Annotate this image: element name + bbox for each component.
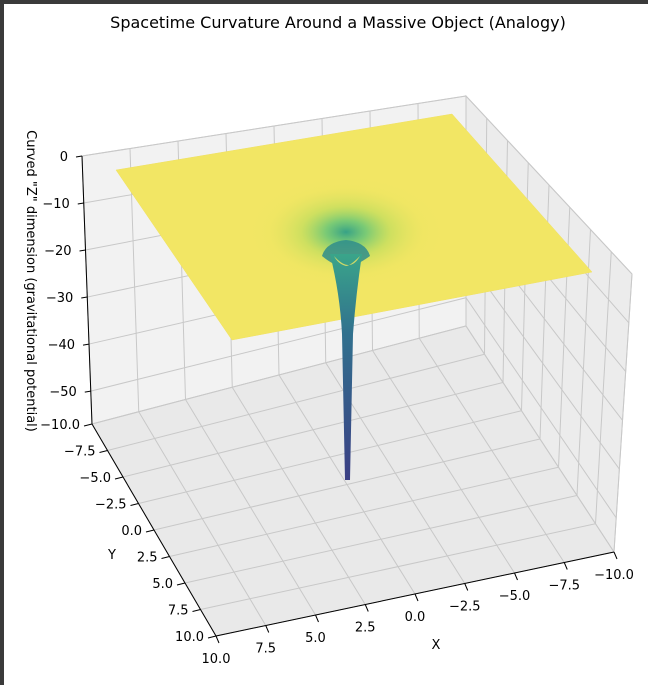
- z-axis-line: [81, 155, 93, 425]
- y-tick-mark: [114, 476, 124, 480]
- y-tick-label: 2.5: [137, 551, 158, 566]
- y-tick-label: −10.0: [40, 418, 80, 433]
- ticks: 0 −10 −20 −30 −40 −50 −10.0 −7.5 −5.0 −2.5 0.0 2.5 5…: [40, 150, 634, 667]
- z-axis-label: Curved "Z" dimension (gravitational pote…: [23, 130, 38, 432]
- z-tick-mark: [81, 296, 88, 299]
- z-tick-label: −20: [44, 244, 71, 259]
- surface-well: [330, 254, 362, 480]
- y-tick-label: 0.0: [121, 524, 142, 539]
- y-tick-label: −5.0: [79, 471, 111, 486]
- y-tick-label: 5.0: [152, 577, 173, 592]
- z-tick-label: −40: [48, 338, 75, 353]
- y-tick-mark: [161, 556, 170, 559]
- z-tick-mark: [75, 155, 83, 158]
- y-tick-mark: [145, 529, 155, 533]
- surface: [115, 113, 593, 480]
- x-axis-label: X: [432, 638, 441, 653]
- x-tick-mark: [563, 562, 568, 570]
- x-tick-mark: [414, 593, 419, 602]
- x-tick-label: −2.5: [449, 600, 481, 615]
- z-tick-mark: [82, 343, 90, 346]
- z-tick-label: 0: [60, 150, 68, 165]
- figure: 0 −10 −20 −30 −40 −50 −10.0 −7.5 −5.0 −2.5 0.0 2.5 5…: [4, 4, 648, 685]
- z-tick-mark: [77, 202, 84, 205]
- x-tick-mark: [364, 604, 369, 612]
- y-tick-mark: [192, 609, 201, 612]
- x-tick-label: 10.0: [202, 652, 231, 667]
- y-tick-mark: [83, 423, 93, 427]
- x-tick-label: 2.5: [355, 621, 376, 636]
- x-tick-label: 7.5: [255, 642, 276, 657]
- y-tick-label: 7.5: [168, 604, 189, 619]
- x-tick-mark: [215, 635, 220, 644]
- x-tick-label: −5.0: [499, 589, 531, 604]
- x-tick-label: 5.0: [305, 631, 326, 646]
- z-tick-label: −10: [42, 197, 69, 212]
- surface-curvature-glow: [234, 168, 458, 296]
- chart-title: Spacetime Curvature Around a Massive Obj…: [110, 13, 566, 32]
- x-tick-label: 0.0: [405, 610, 426, 625]
- y-tick-label: 10.0: [175, 630, 204, 645]
- y-tick-mark: [99, 450, 108, 453]
- surface-plot: 0 −10 −20 −30 −40 −50 −10.0 −7.5 −5.0 −2.5 0.0 2.5 5…: [23, 13, 634, 667]
- y-tick-mark: [176, 582, 186, 586]
- y-axis-label: Y: [107, 548, 116, 563]
- z-tick-mark: [84, 390, 91, 393]
- x-tick-mark: [315, 614, 319, 623]
- x-tick-mark: [514, 572, 518, 581]
- x-tick-label: −7.5: [548, 579, 580, 594]
- x-tick-mark: [613, 551, 618, 560]
- x-tick-mark: [464, 583, 469, 591]
- y-tick-label: −2.5: [95, 498, 127, 513]
- surface-well-front: [334, 256, 360, 266]
- z-tick-label: −30: [46, 291, 73, 306]
- x-tick-label: −10.0: [594, 568, 634, 583]
- x-grid-line: [129, 148, 267, 626]
- z-tick-mark: [79, 249, 86, 252]
- y-tick-mark: [207, 635, 217, 639]
- z-tick-label: −50: [49, 385, 76, 400]
- x-tick-mark: [265, 625, 270, 633]
- y-tick-mark: [130, 503, 139, 506]
- y-tick-label: −7.5: [64, 445, 96, 460]
